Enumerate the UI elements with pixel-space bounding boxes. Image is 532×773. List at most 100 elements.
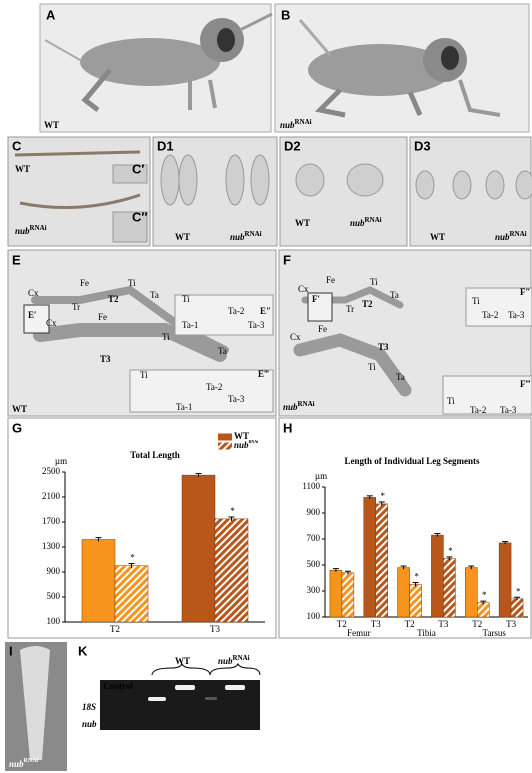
bar [82,540,115,623]
genotype-label-sup: RNAi [510,230,527,238]
genotype-label-sup: RNAi [365,216,382,224]
bar [364,497,376,617]
leg-label: Ta-1 [176,402,192,412]
genotype-label: WT [44,120,59,130]
y-tick-label: 300 [307,585,321,595]
leg-label: Ti [162,332,170,342]
leg-label: Cx [46,318,57,328]
significance-marker: * [414,572,419,582]
genotype-label-italic: nub [283,402,298,412]
genotype-label: WT [175,232,190,242]
leg-label: F″ [520,287,530,297]
leg-label: E″ [260,306,271,316]
genotype-label-sup: RNAi [295,118,312,126]
significance-marker: * [516,586,521,596]
genotype-label-sup: RNAi [245,230,262,238]
panel-label: F [283,252,291,267]
bar [477,603,489,617]
y-tick-label: 700 [307,533,321,543]
lane-label: Control [103,681,133,691]
leg-label: Ti [128,278,136,288]
bar [115,566,148,622]
leg-label: T2 [362,299,373,309]
leg-label: Fe [318,324,327,334]
group-label: Femur [347,628,371,638]
panel-label: I [9,643,13,658]
leg-label: T2 [108,294,119,304]
panel-label: B [281,7,290,22]
bar [410,585,422,618]
leg-label: Ta-1 [182,320,198,330]
leg-label: Ta-2 [228,306,244,316]
panel-label: D1 [157,138,174,153]
leg-label: E′ [28,310,37,320]
genotype-label: WT [15,164,30,174]
genotype-label-italic: nub [9,759,24,769]
band-label: 18S [82,702,96,712]
lane-label-italic: nub [218,656,233,666]
panel-label: E [12,252,21,267]
lane-label: nubRNAi [218,654,250,666]
y-unit: µm [315,471,327,481]
y-tick-label: 500 [307,559,321,569]
leg-label: Fe [326,275,335,285]
x-tick-label: T2 [472,619,482,629]
y-tick-label: 1100 [302,481,320,491]
leg-label: Ta [390,290,399,300]
leg-label: Tr [346,304,354,314]
bar [511,599,523,617]
y-tick-label: 900 [307,507,321,517]
panel-label: K [78,643,88,658]
leg-label: T3 [100,354,111,364]
genotype-label-italic: nub [280,120,295,130]
bar [465,568,477,617]
leg-label: Ta-2 [470,405,486,415]
bar [431,535,443,617]
genotype-label-italic: nub [350,218,365,228]
legend-label-sup: RNAi [249,439,260,444]
legend-swatch [218,443,232,450]
leg-label: E‴ [258,369,269,379]
legend-label-italic: nub [234,440,249,450]
leg-label: Ta-3 [228,394,245,404]
leg-label: Cx [290,332,301,342]
leg-label: Ta [150,290,159,300]
inset-label: C″ [132,209,148,224]
leg-label: F‴ [520,379,530,389]
bar [215,519,248,622]
genotype-label: WT [295,218,310,228]
x-tick-label: T3 [438,619,448,629]
bar [342,573,354,617]
group-label: Tarsus [482,628,506,638]
genotype-label-sup: RNAi [30,224,47,232]
panel-label: G [12,420,22,435]
leg-label: Ta-3 [500,405,517,415]
band-label: nub [82,719,97,729]
leg-label: T3 [378,342,389,352]
legend-swatch [218,434,232,441]
y-tick-label: 1300 [42,541,61,551]
leg-label: Ta-3 [248,320,265,330]
y-tick-label: 500 [47,591,61,601]
y-tick-label: 2500 [42,466,61,476]
leg-label: Cx [28,288,39,298]
leg-label: Ta [396,372,405,382]
x-tick-label: T3 [371,619,381,629]
x-tick-label: T2 [110,624,120,634]
genotype-label-sup: RNAi [298,400,315,408]
leg-label: Ta [218,346,227,356]
y-tick-label: 2100 [42,491,61,501]
leg-label: Ti [182,294,190,304]
chart-title: Total Length [130,450,179,460]
panel-label: A [46,7,56,22]
y-unit: µm [55,456,67,466]
leg-label: Fe [80,278,89,288]
leg-label: Ti [447,396,455,406]
genotype-label-sup: RNAi [24,758,39,764]
bar [182,475,215,622]
significance-marker: * [448,546,453,556]
panel-label: C [12,138,22,153]
significance-marker: * [482,590,487,600]
leg-label: Tr [72,302,80,312]
genotype-label: WT [430,232,445,242]
